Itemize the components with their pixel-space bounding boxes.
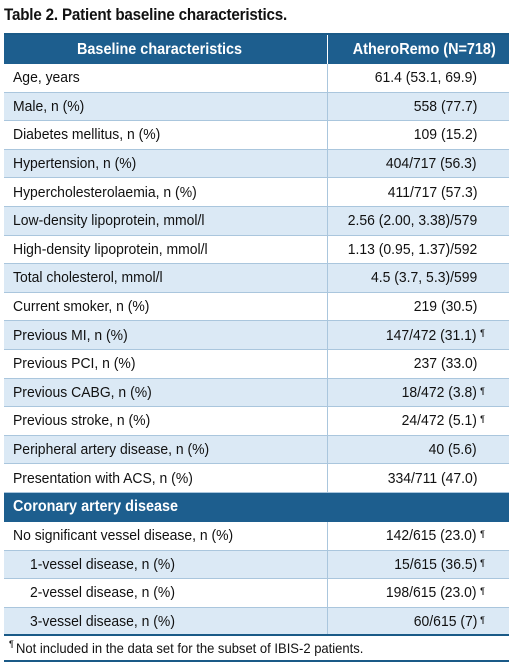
table-row: Male, n (%) 558 (77.7) [4,92,509,122]
table-row: Peripheral artery disease, n (%) 40 (5.6) [4,435,509,465]
characteristic-label: 2-vessel disease, n (%) [4,579,328,607]
characteristic-label: Hypercholesterolaemia, n (%) [4,178,328,206]
table-row: Previous MI, n (%) 147/472 (31.1) ¶ [4,321,509,350]
pilcrow-mark: ¶ [9,639,14,649]
characteristic-value: 198/615 (23.0) ¶ [386,584,485,602]
characteristic-value: 219 (30.5) [413,298,477,316]
characteristic-value: 2.56 (2.00, 3.38)/579 [347,212,477,230]
section-header-coronary: Coronary artery disease [4,492,509,522]
characteristic-label: Diabetes mellitus, n (%) [4,121,328,149]
table-row: 2-vessel disease, n (%) 198/615 (23.0) ¶ [4,579,509,608]
table-row: Hypercholesterolaemia, n (%) 411/717 (57.… [4,178,509,207]
characteristic-value: 147/472 (31.1) ¶ [386,326,485,344]
table-row: 3-vessel disease, n (%) 60/615 (7) ¶ [4,607,509,637]
column-header-characteristics: Baseline characteristics [4,35,328,64]
characteristic-value: 1.13 (0.95, 1.37)/592 [347,240,477,258]
characteristic-value: 109 (15.2) [413,126,477,144]
characteristic-label: Presentation with ACS, n (%) [4,464,328,492]
table-row: Presentation with ACS, n (%) 334/711 (47.… [4,464,509,493]
characteristic-value: 142/615 (23.0) ¶ [386,527,485,545]
table-row: Diabetes mellitus, n (%) 109 (15.2) [4,121,509,150]
column-header-atheroremo: AtheroRemo (N=718) [352,40,496,58]
characteristic-label: Current smoker, n (%) [4,292,328,321]
characteristic-value: 411/717 (57.3) [387,183,477,201]
characteristic-label: Previous stroke, n (%) [4,407,328,435]
table-footnote: ¶ Not included in the data set for the s… [4,634,509,662]
characteristic-label: Peripheral artery disease, n (%) [4,435,328,464]
characteristic-value: 40 (5.6) [428,441,477,459]
table-row: High-density lipoprotein, mmol/l 1.13 (0.… [4,235,509,265]
characteristic-label: Previous PCI, n (%) [4,349,328,378]
baseline-table: Baseline characteristics AtheroRemo (N=7… [4,33,509,637]
characteristic-value: 61.4 (53.1, 69.9) [374,69,477,87]
characteristic-label: Low-density lipoprotein, mmol/l [4,206,328,235]
table-title: Table 2. Patient baseline characteristic… [4,6,288,24]
characteristic-label: High-density lipoprotein, mmol/l [4,235,328,264]
table-row: Hypertension, n (%) 404/717 (56.3) [4,149,509,179]
table-row: Total cholesterol, mmol/l 4.5 (3.7, 5.3)/… [4,264,509,293]
characteristic-value: 18/472 (3.8) ¶ [401,383,485,401]
table-row: Current smoker, n (%) 219 (30.5) [4,292,509,322]
characteristic-label: Hypertension, n (%) [4,149,328,178]
characteristic-value: 15/615 (36.5) ¶ [394,555,485,573]
footnote-mark: ¶ [480,414,485,425]
characteristic-value: 334/711 (47.0) [387,469,477,487]
characteristic-label: Previous MI, n (%) [4,321,328,349]
table-row: Age, years 61.4 (53.1, 69.9) [4,64,509,93]
table-row: Previous PCI, n (%) 237 (33.0) [4,349,509,379]
table-row: No significant vessel disease, n (%) 142/… [4,521,509,551]
characteristic-value: 60/615 (7) ¶ [413,612,485,630]
characteristic-value: 558 (77.7) [413,97,477,115]
table-row: 1-vessel disease, n (%) 15/615 (36.5) ¶ [4,550,509,580]
characteristic-label: 3-vessel disease, n (%) [4,607,328,636]
footnote-mark: ¶ [480,328,485,339]
section-title: Coronary artery disease [13,498,179,516]
characteristic-value: 237 (33.0) [413,355,477,373]
characteristic-label: Previous CABG, n (%) [4,378,328,407]
characteristic-label: No significant vessel disease, n (%) [4,521,328,550]
table-row: Previous stroke, n (%) 24/472 (5.1) ¶ [4,407,509,436]
table-row: Low-density lipoprotein, mmol/l 2.56 (2.0… [4,206,509,236]
footnote-mark: ¶ [480,614,485,625]
characteristic-label: 1-vessel disease, n (%) [4,550,328,579]
table-header-row: Baseline characteristics AtheroRemo (N=7… [4,35,509,64]
footnote-mark: ¶ [480,586,485,597]
characteristic-value: 404/717 (56.3) [386,155,477,173]
characteristic-value: 4.5 (3.7, 5.3)/599 [370,269,477,287]
characteristic-value: 24/472 (5.1) ¶ [401,412,485,430]
footnote-text: Not included in the data set for the sub… [15,640,364,656]
footnote-mark: ¶ [480,528,485,539]
table-row: Previous CABG, n (%) 18/472 (3.8) ¶ [4,378,509,408]
characteristic-label: Male, n (%) [4,92,328,121]
characteristic-label: Total cholesterol, mmol/l [4,264,328,292]
footnote-mark: ¶ [480,557,485,568]
footnote-mark: ¶ [480,385,485,396]
characteristic-label: Age, years [4,64,328,92]
